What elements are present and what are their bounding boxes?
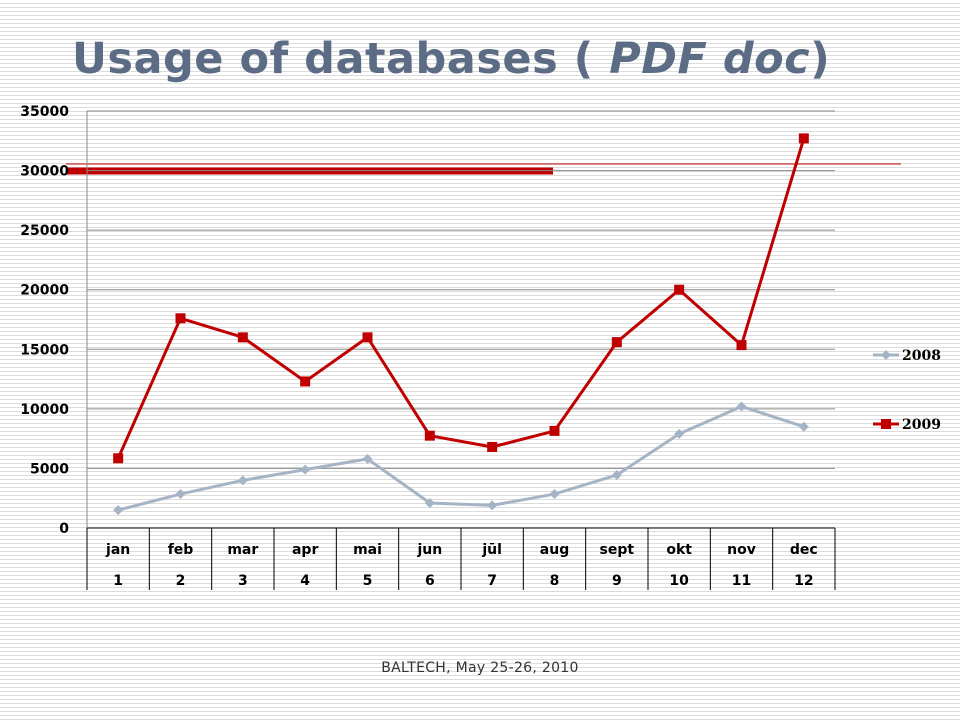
y-tick-label: 5000 bbox=[30, 461, 69, 477]
data-point bbox=[300, 376, 311, 387]
y-axis-ticks: 0 5000 10000 15000 20000 25000 30000 35000 bbox=[20, 104, 69, 537]
x-tick-number: 7 bbox=[487, 573, 497, 589]
data-point bbox=[362, 453, 373, 464]
x-tick-label: jun bbox=[416, 542, 442, 558]
data-point bbox=[113, 505, 124, 516]
data-point bbox=[798, 133, 809, 144]
data-point bbox=[424, 497, 435, 508]
x-tick-label: dec bbox=[790, 542, 818, 558]
x-tick-label: okt bbox=[666, 542, 692, 558]
data-point bbox=[611, 469, 622, 480]
decor bbox=[66, 163, 901, 175]
series-2008 bbox=[113, 401, 809, 516]
x-axis-table: jan 1 feb 2 mar 3 apr 4 mai 5 jun 6 jūl 7 aug 8 sept 9 okt… bbox=[86, 527, 836, 590]
data-point bbox=[424, 430, 435, 441]
data-point bbox=[300, 464, 311, 475]
line-chart: 0 5000 10000 15000 20000 25000 30000 35000 jan 1… bbox=[20, 104, 941, 590]
y-tick-label: 30000 bbox=[20, 164, 69, 180]
data-point bbox=[175, 313, 186, 324]
title-text: Usage of databases ( bbox=[72, 34, 610, 84]
x-tick-number: 1 bbox=[113, 573, 123, 589]
x-tick-label: jan bbox=[105, 542, 130, 558]
x-tick-label: feb bbox=[168, 542, 194, 558]
data-point bbox=[113, 453, 124, 464]
x-tick-number: 11 bbox=[732, 573, 751, 589]
x-tick-label: mar bbox=[227, 542, 258, 558]
series-line-2008 bbox=[117, 404, 805, 512]
legend-marker-2009 bbox=[881, 419, 891, 429]
x-tick-number: 2 bbox=[176, 573, 186, 589]
x-tick-label: sept bbox=[600, 542, 635, 558]
y-tick-label: 35000 bbox=[20, 104, 69, 120]
slide-title: Usage of databases ( PDF doc) bbox=[72, 34, 830, 84]
x-tick-number: 10 bbox=[669, 573, 689, 589]
data-point bbox=[237, 332, 248, 343]
x-tick-label: aug bbox=[540, 542, 569, 558]
y-tick-label: 25000 bbox=[20, 223, 69, 239]
x-tick-number: 6 bbox=[425, 573, 435, 589]
series-layer bbox=[113, 133, 809, 516]
data-point bbox=[175, 489, 186, 500]
x-tick-number: 12 bbox=[794, 573, 813, 589]
y-tick-label: 20000 bbox=[20, 283, 69, 299]
data-point bbox=[736, 340, 747, 351]
data-point bbox=[237, 475, 248, 486]
y-tick-label: 10000 bbox=[20, 402, 69, 418]
x-tick-number: 3 bbox=[238, 573, 248, 589]
x-tick-number: 9 bbox=[612, 573, 622, 589]
data-point bbox=[798, 421, 809, 432]
x-tick-number: 5 bbox=[363, 573, 373, 589]
data-point bbox=[487, 500, 498, 511]
legend: 2008 2009 bbox=[873, 348, 941, 433]
data-point bbox=[736, 401, 747, 412]
data-point bbox=[611, 337, 622, 348]
legend-marker-2008 bbox=[881, 350, 891, 360]
legend-label-2009: 2009 bbox=[902, 417, 941, 433]
y-tick-label: 0 bbox=[59, 521, 69, 537]
data-point bbox=[549, 489, 560, 500]
data-point bbox=[362, 332, 373, 343]
data-point bbox=[487, 441, 498, 452]
x-tick-label: jūl bbox=[481, 542, 502, 558]
data-point bbox=[674, 428, 685, 439]
y-tick-label: 15000 bbox=[20, 342, 69, 358]
x-tick-number: 4 bbox=[300, 573, 310, 589]
data-point bbox=[674, 284, 685, 295]
title-end-text: ) bbox=[810, 34, 831, 84]
series-2009 bbox=[113, 133, 809, 464]
x-tick-label: mai bbox=[353, 542, 382, 558]
x-tick-label: nov bbox=[727, 542, 756, 558]
series-line-2009 bbox=[116, 137, 806, 459]
legend-label-2008: 2008 bbox=[902, 348, 941, 364]
footer-text: BALTECH, May 25-26, 2010 bbox=[381, 660, 579, 676]
title-italic-text: PDF doc bbox=[609, 34, 811, 84]
x-tick-number: 8 bbox=[550, 573, 560, 589]
x-tick-label: apr bbox=[292, 542, 318, 558]
data-point bbox=[549, 425, 560, 436]
